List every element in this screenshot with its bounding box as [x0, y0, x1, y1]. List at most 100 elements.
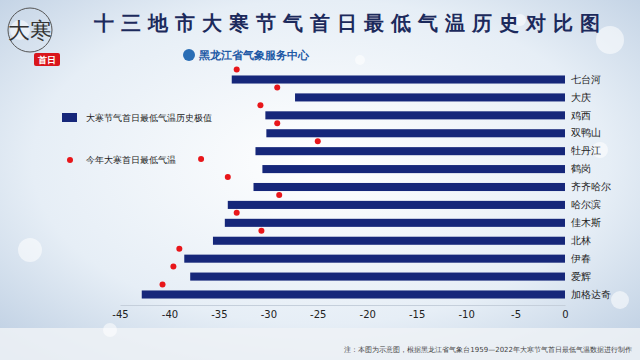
bar — [228, 201, 565, 209]
y-tick-label: 佳木斯 — [571, 217, 601, 228]
background — [0, 0, 640, 360]
x-tick-label: -40 — [162, 309, 178, 320]
bar — [262, 165, 565, 173]
point — [234, 67, 240, 73]
x-axis: -45 -40 -35 -30 -25 -20 -15 -10 -5 0 — [112, 305, 568, 320]
point — [276, 192, 282, 198]
point — [198, 156, 204, 162]
subtitle: 黑龙江省气象服务中心 — [198, 49, 310, 62]
series-1 — [160, 67, 321, 288]
title: 十三地市大寒节气首日最低气温历史对比图 — [93, 11, 607, 35]
legend-label: 今年大寒首日最低气温 — [86, 155, 176, 165]
y-tick-label: 牡丹江 — [571, 145, 601, 156]
x-tick-label: -5 — [511, 309, 521, 320]
chart-container: 十三地市大寒节气首日最低气温历史对比图黑龙江省气象服务中心 大寒首日注：本图为示意… — [0, 0, 640, 360]
bar — [232, 75, 565, 83]
snow-decoration — [10, 14, 629, 337]
y-tick-label: 齐齐哈尔 — [571, 181, 611, 192]
y-tick-label: 双鸭山 — [571, 127, 601, 138]
chart-svg: 十三地市大寒节气首日最低气温历史对比图黑龙江省气象服务中心 大寒首日注：本图为示意… — [0, 0, 640, 360]
point — [257, 102, 263, 108]
y-tick: 爱辉 — [565, 271, 591, 282]
point — [176, 246, 182, 252]
point — [225, 174, 231, 180]
y-tick: 哈尔滨 — [565, 199, 601, 210]
y-tick: 北林 — [565, 235, 591, 246]
x-tick: -25 — [310, 305, 326, 320]
footnote: 注：本图为示意图，根据黑龙江省气象台1959—2022年大寒节气首日最低气温数据… — [344, 346, 632, 354]
badge-label: 首日 — [37, 55, 56, 65]
x-tick-label: -35 — [211, 309, 227, 320]
point — [170, 264, 176, 270]
legend-label: 大寒节气首日最低气温历史极值 — [86, 113, 212, 123]
y-tick: 伊春 — [565, 253, 591, 264]
x-tick: -35 — [211, 305, 227, 320]
x-tick-label: -15 — [409, 309, 425, 320]
point — [315, 138, 321, 144]
x-tick: -30 — [261, 305, 277, 320]
y-tick: 加格达奇 — [565, 289, 611, 300]
bar — [184, 255, 565, 263]
x-tick-label: 0 — [562, 309, 568, 320]
series-0 — [142, 75, 565, 298]
snowflake — [103, 323, 117, 337]
bar — [295, 93, 565, 101]
snowflake — [611, 291, 629, 309]
x-tick: -10 — [458, 305, 474, 320]
y-tick: 鹤岗 — [565, 163, 591, 174]
y-tick: 佳木斯 — [565, 217, 601, 228]
x-tick: -40 — [162, 305, 178, 320]
x-tick-label: -20 — [360, 309, 376, 320]
y-tick-label: 北林 — [571, 235, 591, 246]
floor — [0, 328, 640, 360]
bar — [225, 219, 565, 227]
y-tick-label: 鹤岗 — [571, 163, 591, 174]
bar — [213, 237, 565, 245]
bar — [254, 183, 566, 191]
x-tick: 0 — [562, 305, 568, 320]
x-tick: -45 — [112, 305, 128, 320]
logo — [183, 49, 195, 61]
y-axis-line — [565, 72, 566, 304]
y-tick-label: 七台河 — [571, 74, 601, 85]
y-tick-label: 加格达奇 — [571, 289, 611, 300]
x-tick: -5 — [511, 305, 521, 320]
x-tick-label: -45 — [112, 309, 128, 320]
y-tick: 双鸭山 — [565, 127, 601, 138]
x-tick-label: -30 — [261, 309, 277, 320]
y-tick-label: 哈尔滨 — [571, 199, 601, 210]
point — [234, 210, 240, 216]
point — [258, 228, 264, 234]
legend-swatch — [67, 157, 73, 163]
y-tick-label: 伊春 — [571, 253, 591, 264]
point — [160, 281, 166, 287]
y-tick: 齐齐哈尔 — [565, 181, 611, 192]
badge-title: 大寒 — [8, 18, 52, 43]
snowflake — [355, 55, 365, 65]
point — [274, 84, 280, 90]
y-tick: 鸡西 — [565, 110, 591, 121]
y-tick: 大庆 — [565, 92, 591, 103]
x-axis-line — [121, 305, 566, 306]
y-tick-label: 爱辉 — [571, 271, 591, 282]
y-tick: 牡丹江 — [565, 145, 601, 156]
bar — [142, 290, 565, 298]
plot-area — [142, 67, 565, 299]
y-tick: 七台河 — [565, 74, 601, 85]
legend: 大寒节气首日最低气温历史极值今年大寒首日最低气温 — [62, 113, 212, 165]
snowflake — [18, 238, 42, 262]
x-tick: -20 — [360, 305, 376, 320]
badge-ring — [8, 8, 52, 52]
y-tick-label: 鸡西 — [570, 110, 591, 121]
bar — [266, 129, 565, 137]
bar — [190, 273, 565, 281]
x-tick-label: -10 — [458, 309, 474, 320]
legend-swatch — [62, 113, 77, 122]
y-axis: 七台河大庆鸡西双鸭山牡丹江鹤岗齐齐哈尔哈尔滨佳木斯北林伊春爱辉加格达奇 — [565, 72, 611, 304]
x-tick-label: -25 — [310, 309, 326, 320]
x-tick: -15 — [409, 305, 425, 320]
y-tick-label: 大庆 — [571, 92, 591, 103]
bar — [255, 147, 565, 155]
badge-box — [34, 53, 60, 66]
point — [274, 120, 280, 126]
